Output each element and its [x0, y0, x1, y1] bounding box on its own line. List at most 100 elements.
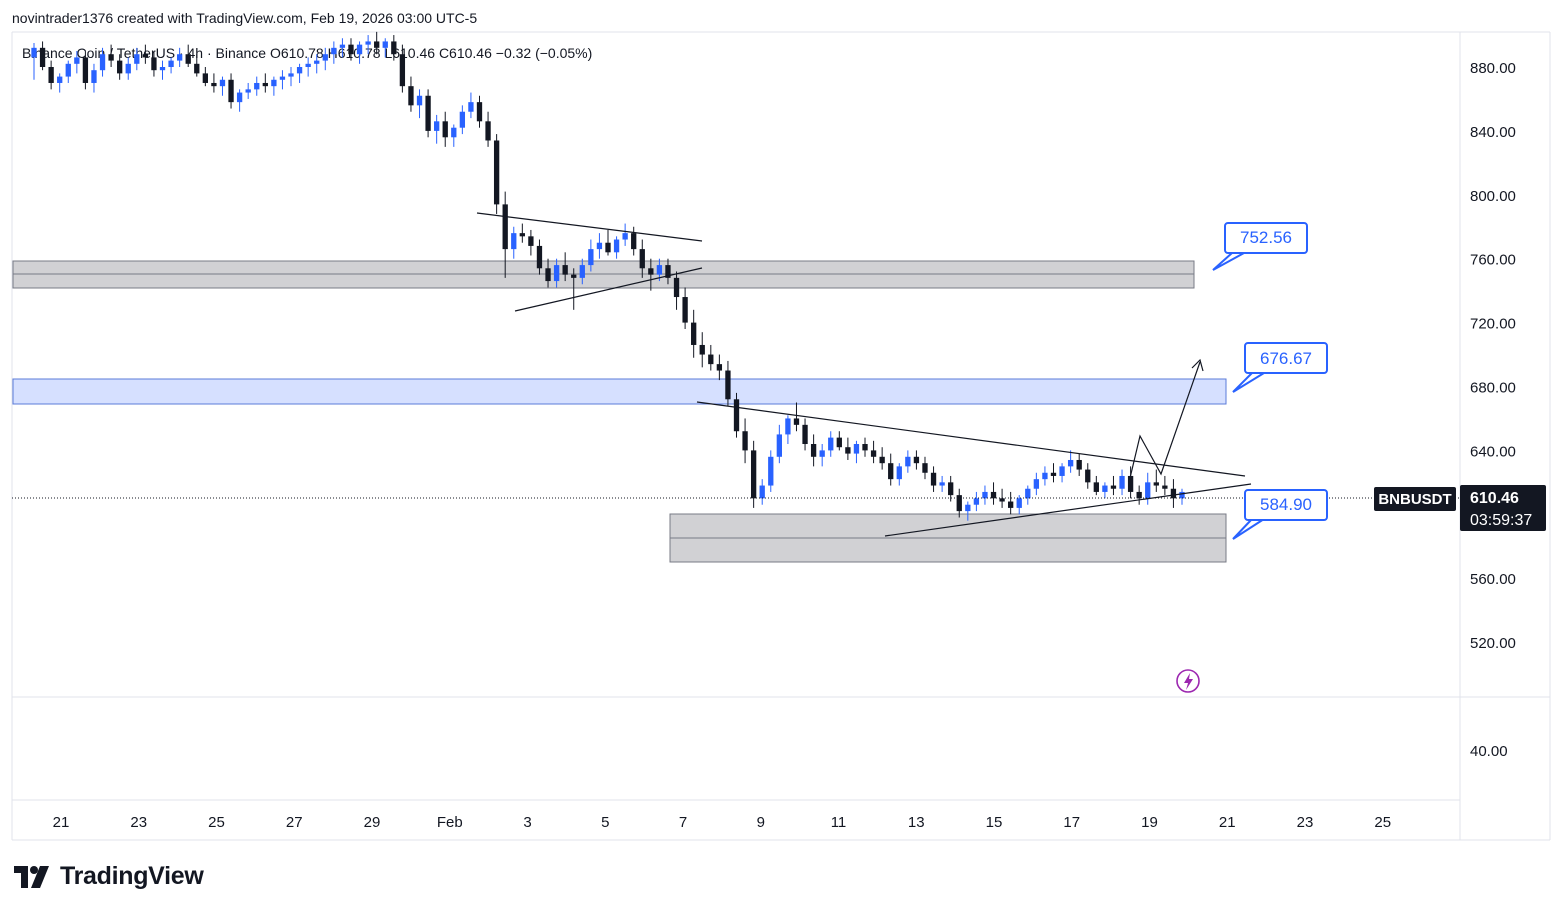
symbol-badge [1374, 487, 1456, 511]
candle [39, 41, 46, 71]
callout-752-text: 752.56 [1240, 228, 1292, 247]
legend-close: C610.46 [438, 45, 492, 61]
candle-body [399, 54, 406, 87]
candle [1076, 453, 1082, 476]
candle-body [622, 233, 628, 240]
candle-body [416, 95, 423, 106]
candle [211, 73, 217, 93]
candle-body [485, 121, 491, 141]
drawings [476, 212, 1252, 537]
pennant-upper-trendline[interactable] [476, 212, 703, 242]
candle [845, 437, 851, 460]
pennant-lower-trendline[interactable] [514, 267, 703, 312]
lightning-icon[interactable] [1176, 669, 1200, 693]
candle-body [605, 242, 611, 253]
candle-body [930, 472, 937, 486]
price-badge-text: 610.46 [1470, 490, 1519, 507]
candle-body [434, 121, 440, 131]
projection-path[interactable] [1129, 361, 1201, 479]
candle [1016, 495, 1022, 515]
candle-body [134, 54, 140, 64]
candle [314, 54, 320, 74]
candle-body [1145, 482, 1151, 499]
candle-body [254, 82, 260, 90]
candle-body [1016, 498, 1022, 508]
candle [965, 501, 971, 521]
candle-body [785, 418, 791, 435]
candle-body [1153, 482, 1159, 486]
candle-body [588, 249, 594, 266]
candle [271, 76, 277, 96]
candle-body [305, 63, 311, 67]
price-axis[interactable]: 880.00 840.00 800.00 760.00 720.00 680.00 640.… [1470, 60, 1516, 652]
price-tick-label: 840.00 [1470, 124, 1516, 141]
candle-body [862, 444, 868, 451]
candle [125, 57, 131, 80]
tradingview-wordmark: TradingView [60, 862, 204, 890]
candle [57, 73, 63, 93]
candle [356, 41, 363, 64]
candle [819, 444, 825, 467]
candle-body [973, 498, 980, 505]
candle [305, 57, 311, 77]
candle [990, 482, 997, 505]
candle [117, 54, 123, 80]
candle [613, 236, 620, 259]
candle-body [185, 54, 191, 64]
candle-body [948, 482, 954, 496]
candle [939, 475, 945, 492]
candle [759, 479, 765, 505]
candle-body [708, 354, 714, 365]
candle-body [476, 102, 483, 122]
candle [1033, 472, 1040, 496]
callout-584[interactable]: 584.90 [1232, 489, 1328, 540]
candle-body [1162, 485, 1168, 489]
candle [194, 54, 200, 77]
candle-body [468, 102, 474, 112]
legend-open: O610.78 [270, 45, 324, 61]
time-axis[interactable]: 21 23 25 27 29 Feb 3 5 7 9 11 13 15 17 19 21 23 25 [53, 814, 1391, 831]
candle-body [159, 67, 166, 71]
candle-body [374, 41, 380, 48]
candle [202, 67, 208, 87]
candle [768, 450, 774, 492]
candle [879, 447, 885, 470]
candle [922, 456, 928, 480]
triangle-lower-trendline[interactable] [884, 483, 1252, 537]
candle-body [271, 79, 277, 87]
candle [605, 229, 611, 256]
candle-body [905, 456, 911, 467]
candle [853, 440, 860, 464]
candle [870, 440, 877, 464]
candle [913, 450, 920, 470]
candle-body [1033, 479, 1040, 489]
time-tick-label: 13 [908, 814, 925, 831]
candle-body [836, 437, 842, 448]
candle [596, 233, 603, 259]
candle-body [656, 265, 663, 275]
candle [930, 466, 937, 492]
candle [973, 491, 980, 512]
callout-752[interactable]: 752.56 [1212, 222, 1308, 271]
time-tick-label: 21 [1219, 814, 1236, 831]
candle [948, 475, 954, 502]
candle [502, 191, 508, 278]
callout-752-pointer [1212, 252, 1245, 271]
candle [339, 38, 346, 58]
candle-body [391, 41, 397, 55]
price-tick-label: 760.00 [1470, 252, 1516, 269]
resistance-zone-mid[interactable] [12, 378, 1227, 405]
callout-676[interactable]: 676.67 [1232, 342, 1328, 393]
ohlc-legend: Binance Coin / TetherUS · 4h · Binance O… [22, 45, 592, 61]
legend-low: L610.46 [384, 45, 436, 61]
candle [1050, 463, 1057, 483]
triangle-upper-trendline[interactable] [696, 401, 1246, 477]
candle-body [956, 495, 962, 512]
candle [1067, 450, 1074, 473]
candle [1127, 466, 1134, 499]
candle [862, 437, 868, 457]
candle-body [65, 63, 71, 77]
candle [828, 431, 834, 457]
candle-body [57, 76, 63, 83]
